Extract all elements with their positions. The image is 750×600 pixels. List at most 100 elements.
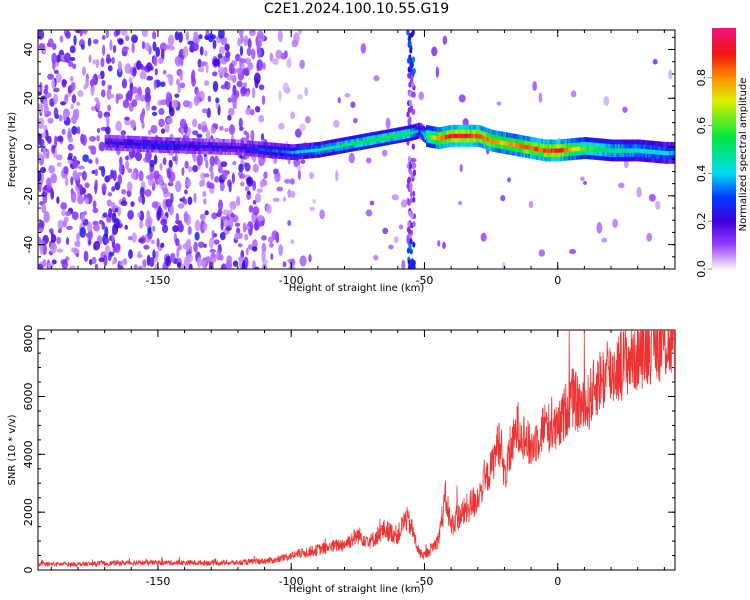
noise-cell bbox=[95, 58, 99, 69]
ridge-cell bbox=[571, 146, 574, 152]
ridge-cell bbox=[619, 152, 622, 158]
ridge-cell bbox=[645, 157, 648, 163]
noise-cell bbox=[145, 175, 153, 180]
ridge-cell bbox=[589, 146, 592, 151]
ridge-cell bbox=[389, 141, 392, 145]
ridge-cell bbox=[125, 147, 128, 152]
ridge-cell bbox=[413, 124, 416, 128]
noise-cell bbox=[171, 99, 178, 109]
ridge-cell bbox=[429, 142, 432, 148]
noise-cell bbox=[299, 59, 305, 69]
ridge-cell bbox=[560, 139, 563, 145]
ridge-cell bbox=[190, 144, 194, 148]
ridge-cell bbox=[601, 147, 605, 152]
noise-cell bbox=[250, 129, 255, 142]
ridge-cell bbox=[213, 150, 216, 155]
ridge-cell bbox=[159, 137, 162, 141]
ridge-cell bbox=[168, 140, 171, 144]
noise-cell bbox=[191, 130, 199, 136]
ridge-cell bbox=[429, 130, 432, 135]
noise-cell bbox=[242, 222, 247, 233]
colorbar-tick-label: 0.0 bbox=[695, 260, 708, 278]
noise-cell bbox=[77, 165, 85, 170]
colorbar-cell bbox=[712, 200, 736, 204]
ridge-cell bbox=[312, 154, 315, 159]
ridge-cell bbox=[611, 148, 614, 153]
ridge-cell bbox=[144, 142, 147, 147]
ridge-cell bbox=[371, 132, 374, 136]
noise-cell bbox=[191, 76, 196, 87]
noise-cell bbox=[583, 180, 587, 185]
noise-cell bbox=[40, 132, 47, 139]
ridge-cell bbox=[160, 149, 163, 153]
noise-cell bbox=[208, 262, 214, 269]
noise-cell bbox=[98, 257, 105, 263]
ridge-cell bbox=[360, 143, 363, 147]
ridge-cell bbox=[544, 143, 547, 149]
ridge-cell bbox=[523, 152, 526, 158]
noise-cell bbox=[42, 186, 46, 193]
colorbar-cell bbox=[712, 34, 736, 37]
ridge-cell bbox=[350, 148, 354, 152]
ridge-cell bbox=[317, 145, 320, 149]
noise-cell bbox=[125, 160, 130, 170]
ridge-cell bbox=[210, 147, 213, 152]
ridge-cell bbox=[486, 140, 490, 146]
ridge-cell bbox=[133, 138, 136, 143]
ridge-cell bbox=[435, 131, 438, 136]
ridge-cell bbox=[187, 144, 190, 148]
noise-cell bbox=[140, 94, 146, 102]
colorbar-cell bbox=[712, 92, 736, 95]
noise-cell bbox=[623, 159, 629, 169]
ridge-cell bbox=[645, 148, 648, 154]
ridge-cell bbox=[621, 156, 624, 162]
ridge-cell bbox=[443, 130, 446, 136]
ridge-cell bbox=[617, 152, 621, 158]
noise-cell bbox=[119, 156, 123, 166]
ridge-cell bbox=[104, 146, 107, 151]
ridge-cell bbox=[342, 143, 346, 148]
ridge-cell bbox=[507, 149, 510, 155]
ridge-cell bbox=[464, 141, 467, 147]
noise-cell bbox=[155, 46, 161, 58]
noise-cell bbox=[297, 169, 301, 180]
ridge-cell bbox=[461, 141, 464, 147]
noise-cell bbox=[117, 174, 123, 185]
ridge-cell bbox=[331, 142, 334, 147]
ridge-cell bbox=[613, 148, 616, 153]
noise-cell bbox=[230, 213, 235, 218]
ridge-cell bbox=[490, 142, 493, 147]
x-tick-label: 0 bbox=[554, 575, 561, 588]
ridge-cell bbox=[614, 143, 617, 149]
ridge-cell bbox=[258, 141, 261, 145]
ridge-cell bbox=[173, 137, 176, 142]
ridge-cell bbox=[165, 140, 168, 144]
ridge-cell bbox=[403, 135, 406, 139]
ridge-cell bbox=[208, 150, 211, 155]
ridge-cell bbox=[502, 144, 506, 150]
ridge-cell bbox=[670, 159, 673, 164]
ridge-cell bbox=[146, 139, 149, 144]
ridge-cell bbox=[414, 126, 418, 131]
ridge-cell bbox=[584, 141, 587, 147]
ridge-cell bbox=[307, 142, 310, 147]
noise-cell bbox=[256, 106, 261, 113]
noise-cell bbox=[507, 177, 511, 183]
ridge-cell bbox=[221, 148, 224, 152]
ridge-cell bbox=[539, 151, 542, 157]
ridge-cell bbox=[141, 136, 144, 140]
ridge-cell bbox=[178, 143, 181, 148]
ridge-cell bbox=[338, 150, 341, 154]
ridge-cell bbox=[376, 131, 379, 135]
streak-cell bbox=[410, 263, 414, 269]
ridge-cell bbox=[491, 129, 494, 135]
ridge-cell bbox=[435, 135, 438, 141]
ridge-cell bbox=[240, 139, 243, 144]
noise-cell bbox=[193, 192, 197, 203]
ridge-cell bbox=[422, 131, 426, 136]
ridge-cell bbox=[517, 151, 520, 157]
ridge-cell bbox=[398, 130, 402, 134]
ridge-cell bbox=[475, 129, 478, 134]
ridge-cell bbox=[582, 137, 585, 142]
ridge-cell bbox=[344, 146, 347, 150]
